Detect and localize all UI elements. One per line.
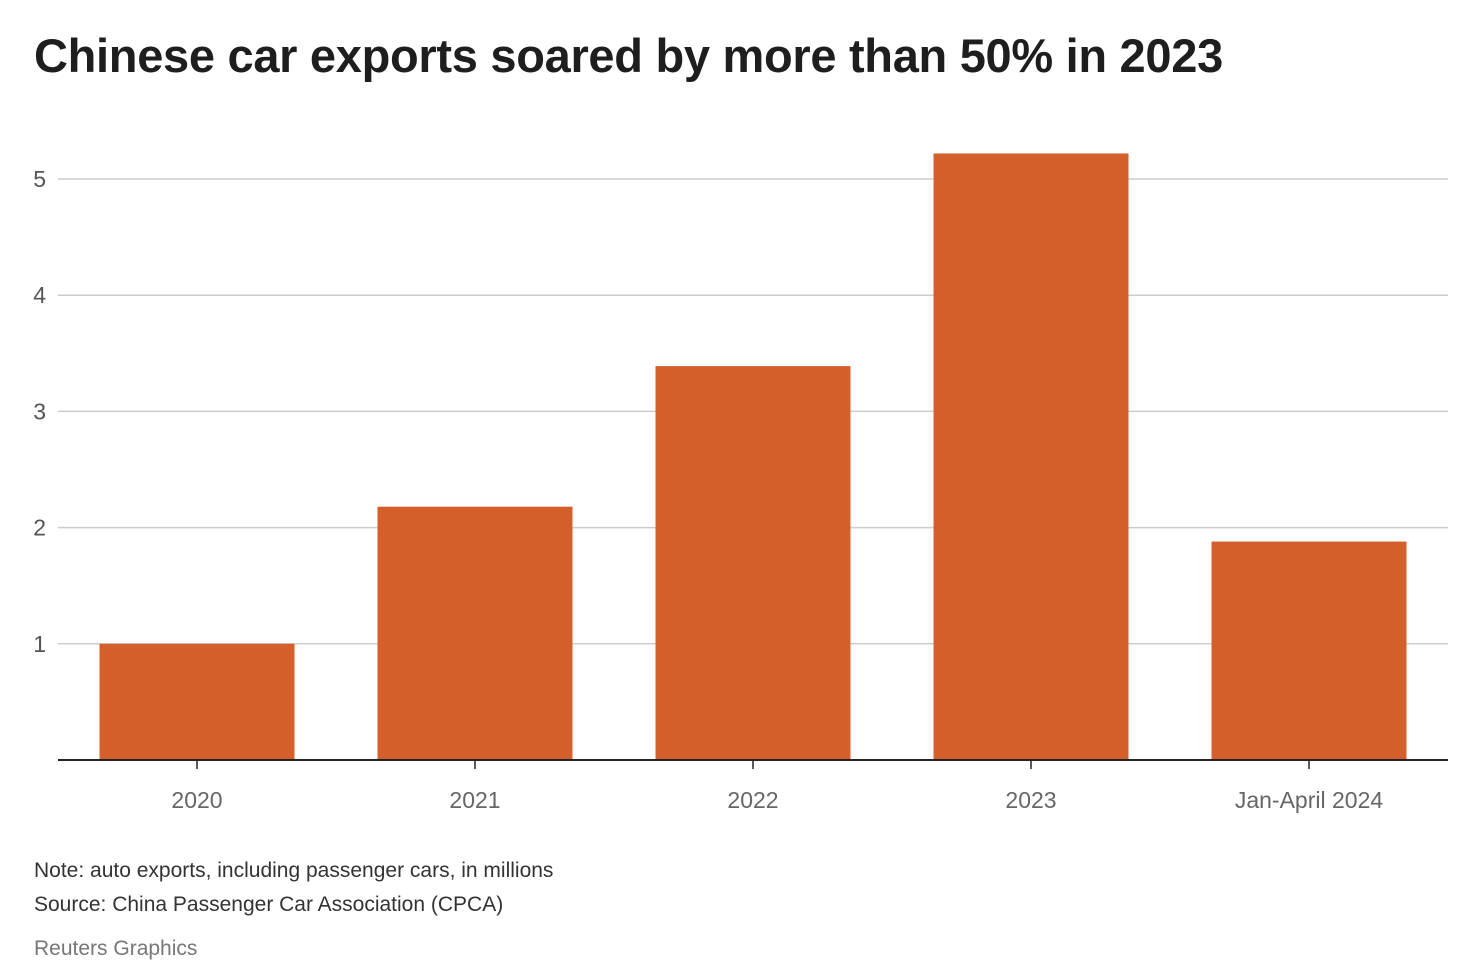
y-tick-label: 1 <box>33 631 46 657</box>
bar <box>377 506 573 760</box>
bars <box>99 153 1407 760</box>
bar <box>933 153 1129 760</box>
bar <box>655 366 851 760</box>
y-axis-ticks: 1 2 3 4 5 <box>33 166 46 657</box>
chart-title: Chinese car exports soared by more than … <box>34 29 1223 82</box>
x-axis <box>58 759 1448 769</box>
bar <box>1211 541 1407 760</box>
x-tick-label: 2021 <box>449 787 500 813</box>
chart-source: Source: China Passenger Car Association … <box>34 893 504 916</box>
y-tick-label: 5 <box>33 166 46 192</box>
y-tick-label: 4 <box>33 282 46 308</box>
x-axis-ticks: 2020 2021 2022 2023 Jan-April 2024 <box>171 787 1383 813</box>
x-tick-label: 2023 <box>1005 787 1056 813</box>
chart-note: Note: auto exports, including passenger … <box>34 859 554 882</box>
bar <box>99 643 295 760</box>
x-tick-label: 2020 <box>171 787 222 813</box>
y-tick-label: 2 <box>33 515 46 541</box>
x-tick-label: Jan-April 2024 <box>1235 787 1384 813</box>
chart-credit: Reuters Graphics <box>34 937 198 960</box>
y-tick-label: 3 <box>33 398 46 424</box>
x-tick-label: 2022 <box>727 787 778 813</box>
